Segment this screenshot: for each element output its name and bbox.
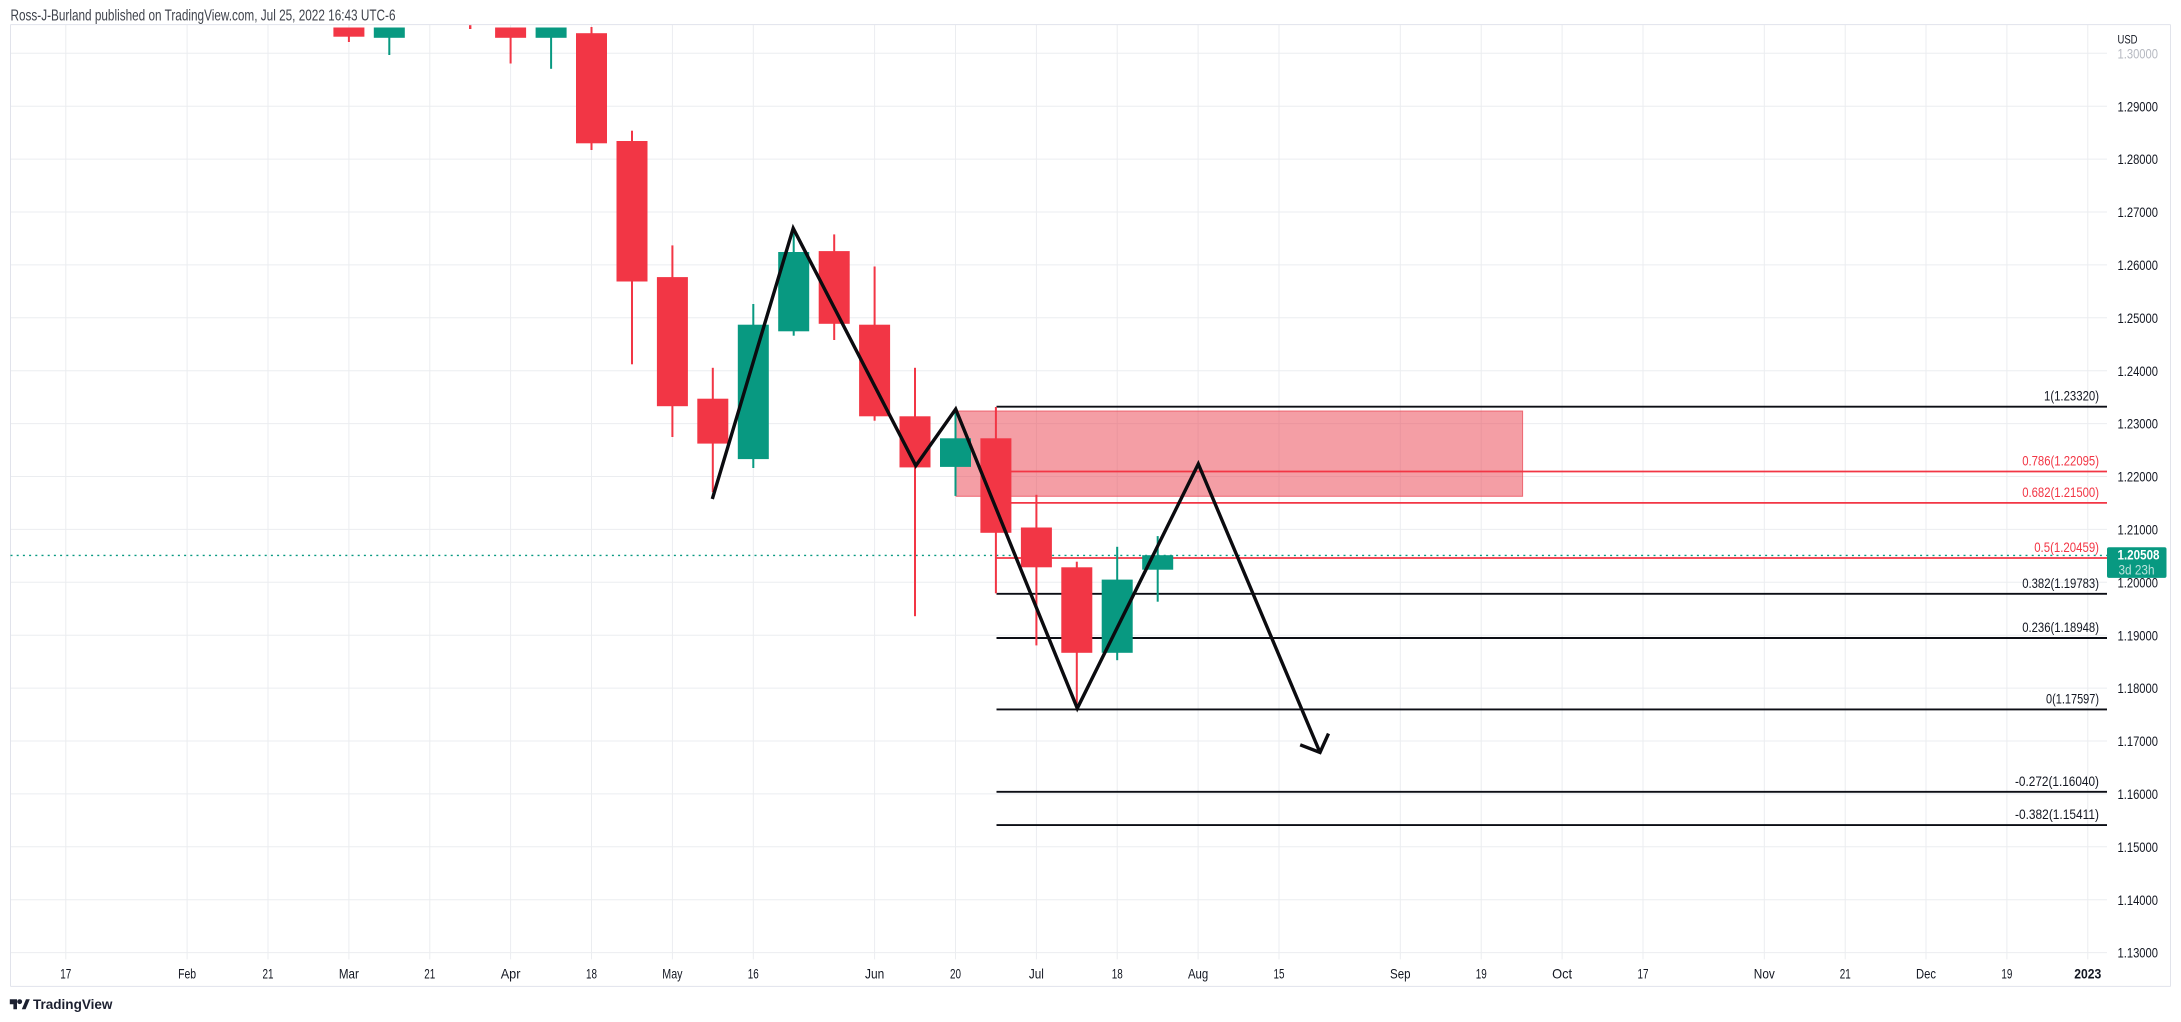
svg-text:1.30000: 1.30000 [2118,45,2159,61]
svg-text:-0.382(1.15411): -0.382(1.15411) [2015,806,2099,822]
svg-text:20: 20 [950,965,961,981]
svg-text:Mar: Mar [339,965,359,981]
svg-text:Apr: Apr [501,965,521,981]
svg-text:Sep: Sep [1390,965,1411,981]
svg-text:21: 21 [263,965,274,981]
svg-text:-0.272(1.16040): -0.272(1.16040) [2015,773,2099,789]
svg-text:1.18000: 1.18000 [2118,680,2159,696]
svg-text:Oct: Oct [1552,965,1572,981]
svg-text:19: 19 [1476,965,1487,981]
svg-text:Nov: Nov [1754,965,1775,981]
svg-text:Ross-J-Burland published on Tr: Ross-J-Burland published on TradingView.… [11,7,396,24]
svg-text:Jul: Jul [1029,965,1044,981]
svg-text:2023: 2023 [2074,965,2101,981]
svg-text:Feb: Feb [178,965,196,981]
svg-text:1.19000: 1.19000 [2118,627,2159,643]
svg-text:1.29000: 1.29000 [2118,98,2159,114]
svg-text:1.23000: 1.23000 [2118,416,2159,432]
svg-text:0.5(1.20459): 0.5(1.20459) [2034,539,2099,555]
svg-text:0.786(1.22095): 0.786(1.22095) [2022,453,2099,469]
svg-text:3d 23h: 3d 23h [2119,562,2155,577]
svg-text:1.14000: 1.14000 [2118,892,2159,908]
svg-text:1.24000: 1.24000 [2118,363,2159,379]
svg-text:0.682(1.21500): 0.682(1.21500) [2022,484,2099,500]
svg-text:1(1.23320): 1(1.23320) [2044,388,2099,404]
svg-text:21: 21 [1840,965,1851,981]
svg-text:1.16000: 1.16000 [2118,786,2159,802]
svg-text:0.382(1.19783): 0.382(1.19783) [2022,575,2099,591]
svg-text:1.13000: 1.13000 [2118,945,2159,961]
svg-text:1.20508: 1.20508 [2118,548,2160,563]
svg-text:1.17000: 1.17000 [2118,733,2159,749]
svg-text:Aug: Aug [1188,965,1208,981]
svg-text:16: 16 [748,965,759,981]
svg-text:1.20000: 1.20000 [2118,574,2159,590]
svg-text:18: 18 [586,965,597,981]
svg-text:0(1.17597): 0(1.17597) [2046,690,2099,706]
svg-text:17: 17 [1638,965,1649,981]
svg-text:15: 15 [1274,965,1285,981]
svg-text:1.28000: 1.28000 [2118,151,2159,167]
svg-text:18: 18 [1112,965,1123,981]
svg-text:USD: USD [2118,35,2138,47]
svg-text:Dec: Dec [1916,965,1936,981]
svg-text:1.25000: 1.25000 [2118,310,2159,326]
svg-text:1.27000: 1.27000 [2118,204,2159,220]
svg-text:1.21000: 1.21000 [2118,522,2159,538]
svg-text:1.15000: 1.15000 [2118,839,2159,855]
svg-text:1.22000: 1.22000 [2118,469,2159,485]
svg-text:1.26000: 1.26000 [2118,257,2159,273]
svg-text:May: May [662,965,682,981]
svg-text:21: 21 [424,965,435,981]
svg-text:Jun: Jun [865,965,884,981]
svg-text:17: 17 [60,965,71,981]
svg-text:0.236(1.18948): 0.236(1.18948) [2022,619,2099,635]
svg-text:TradingView: TradingView [33,996,112,1012]
svg-text:19: 19 [2001,965,2012,981]
